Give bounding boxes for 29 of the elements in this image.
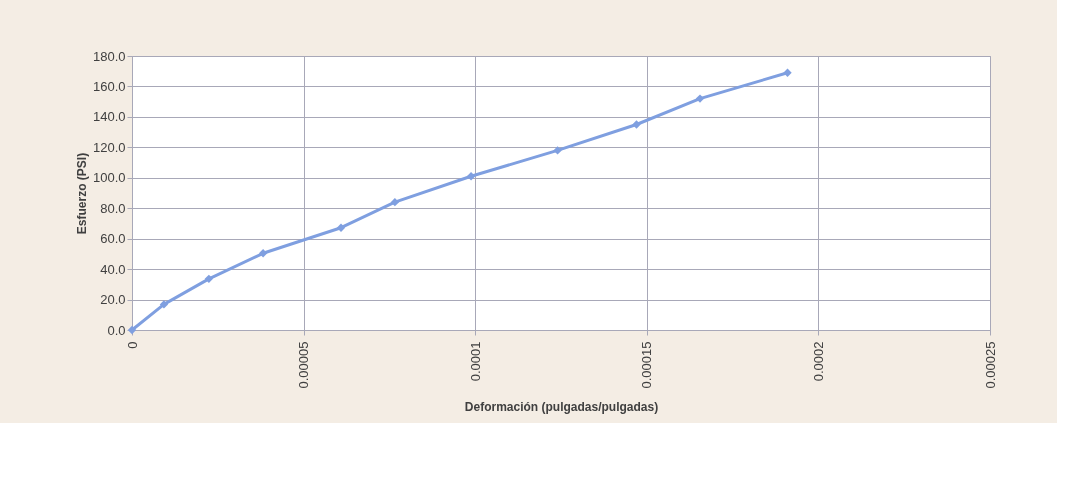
x-tick-label: 0.0001 (467, 341, 483, 382)
y-tick-label: 60.0 (100, 231, 126, 247)
x-tick-label: 0.00025 (982, 341, 998, 389)
point (390, 197, 400, 207)
point (553, 146, 562, 155)
point (127, 325, 137, 335)
x-tick-label: 0.0002 (810, 341, 826, 382)
y-tick-label: 40.0 (100, 261, 126, 277)
point (258, 249, 268, 258)
point (466, 172, 476, 181)
y-axis-title: Esfuerzo (PSI) (74, 152, 89, 235)
y-tick-label: 0.0 (107, 322, 126, 338)
point (695, 94, 705, 103)
y-tick-label: 120.0 (92, 139, 126, 155)
x-tick-label: 0.00005 (296, 341, 312, 389)
y-tick-label: 180.0 (92, 48, 126, 64)
point (336, 223, 346, 232)
y-tick-label: 160.0 (92, 78, 126, 94)
y-tick-label: 80.0 (100, 200, 126, 216)
point (204, 274, 214, 284)
point (783, 68, 792, 77)
y-tick-label: 140.0 (92, 109, 126, 125)
x-tick-label: 0 (124, 341, 140, 349)
x-tick-label: 0.00015 (639, 341, 655, 389)
point (632, 120, 641, 129)
y-tick-label: 100.0 (92, 170, 126, 186)
x-axis-title: Deformación (pulgadas/pulgadas) (464, 400, 659, 415)
point (159, 300, 169, 309)
y-tick-label: 20.0 (100, 292, 126, 308)
